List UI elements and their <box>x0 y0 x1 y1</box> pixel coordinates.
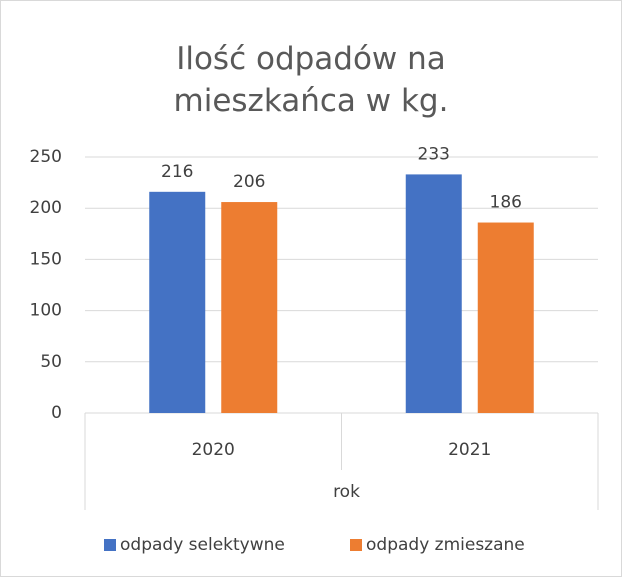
legend-swatch <box>104 539 116 551</box>
y-tick-label: 50 <box>40 352 62 372</box>
y-tick-label: 150 <box>30 249 62 269</box>
y-tick-label: 250 <box>30 147 62 167</box>
legend-label: odpady selektywne <box>120 535 285 555</box>
bar <box>221 202 278 413</box>
x-tick-label: 2021 <box>448 440 491 460</box>
y-tick-label: 0 <box>51 403 62 423</box>
x-tick-label: 2020 <box>192 440 235 460</box>
x-axis-label: rok <box>333 482 360 502</box>
y-tick-label: 200 <box>30 198 62 218</box>
data-label: 216 <box>161 162 193 182</box>
data-label: 206 <box>233 172 265 192</box>
data-label: 233 <box>418 144 450 164</box>
y-tick-label: 100 <box>30 301 62 321</box>
legend-swatch <box>350 539 362 551</box>
chart-title: Ilość odpadów na mieszkańca w kg. <box>173 41 449 119</box>
legend-label: odpady zmieszane <box>366 535 525 555</box>
bar <box>149 191 206 413</box>
bar <box>405 174 462 413</box>
data-label: 186 <box>490 193 522 213</box>
bar <box>477 222 534 413</box>
